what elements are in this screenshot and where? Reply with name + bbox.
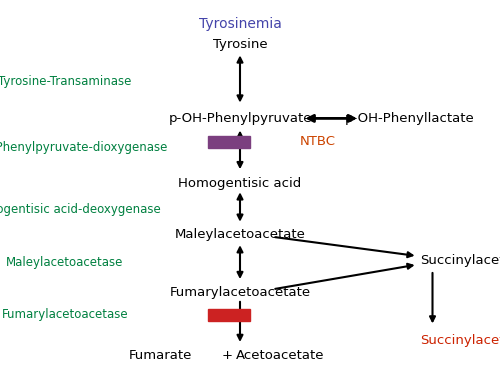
Text: p-OH-Phenylpyruvate-dioxygenase: p-OH-Phenylpyruvate-dioxygenase (0, 141, 168, 155)
Text: +: + (222, 349, 233, 362)
Text: p-OH-Phenylpyruvate: p-OH-Phenylpyruvate (168, 112, 312, 125)
Text: Maleylacetoacetase: Maleylacetoacetase (6, 256, 124, 269)
Text: Fumarylacetoacetase: Fumarylacetoacetase (2, 308, 128, 321)
Text: Tyrosine-Transaminase: Tyrosine-Transaminase (0, 75, 132, 88)
Text: Tyrosinemia: Tyrosinemia (198, 17, 281, 31)
Bar (208, 136, 250, 148)
Text: Tyrosine: Tyrosine (212, 38, 268, 51)
Text: Maleylacetoacetate: Maleylacetoacetate (174, 228, 306, 242)
Text: Fumarylacetoacetate: Fumarylacetoacetate (170, 286, 310, 299)
Text: Homogentisic acid-deoxygenase: Homogentisic acid-deoxygenase (0, 202, 161, 216)
Text: Acetoacetate: Acetoacetate (236, 349, 324, 362)
Text: Fumarate: Fumarate (128, 349, 192, 362)
Text: Succinylacetoacetate: Succinylacetoacetate (420, 254, 500, 268)
Text: Homogentisic acid: Homogentisic acid (178, 176, 302, 190)
Text: NTBC: NTBC (300, 135, 336, 148)
Text: Succinylacetone: Succinylacetone (420, 334, 500, 347)
Text: p-OH-Phenyllactate: p-OH-Phenyllactate (345, 112, 475, 125)
Bar (208, 309, 250, 321)
